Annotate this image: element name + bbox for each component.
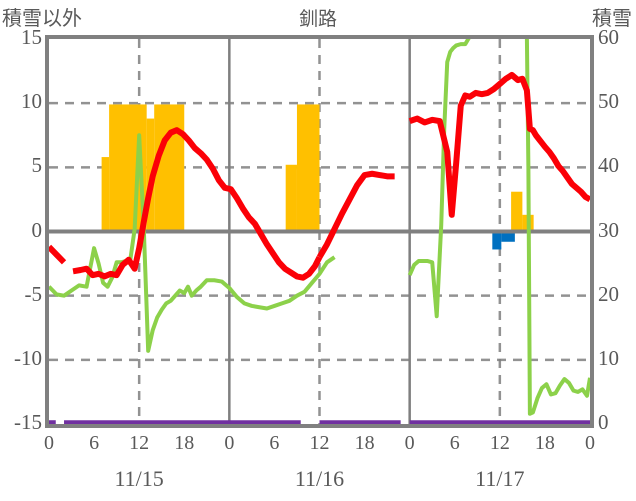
- x-tick-label: 6: [449, 432, 460, 454]
- x-tick-label: 0: [585, 432, 595, 454]
- right-tick-label: 40: [598, 153, 619, 178]
- x-tick-label: 12: [129, 432, 150, 454]
- left-tick-label: -5: [24, 281, 43, 306]
- x-tick-label: 0: [224, 432, 235, 454]
- green-line: [49, 133, 336, 353]
- x-tick-label: 6: [89, 432, 100, 454]
- red-line: [316, 170, 395, 259]
- right-tick-label: 10: [598, 345, 619, 370]
- precipitation-bar: [511, 191, 523, 232]
- precipitation-bar: [285, 164, 297, 232]
- precipitation-bar: [154, 104, 185, 232]
- page-title: 釧路: [298, 8, 337, 30]
- x-tick-label: 12: [309, 432, 330, 454]
- left-tick-label: 10: [21, 89, 42, 114]
- x-tick-label: 12: [489, 432, 510, 454]
- x-tick-label: 6: [269, 432, 280, 454]
- x-tick-label: 18: [354, 432, 375, 454]
- left-tick-label: -10: [14, 345, 42, 370]
- x-tick-label: 0: [404, 432, 415, 454]
- right-tick-label: 20: [598, 281, 619, 306]
- left-axis-title: 積雪以外: [2, 6, 82, 30]
- precipitation-bar: [296, 104, 320, 232]
- green-line: [524, 39, 590, 416]
- left-tick-label: 5: [31, 153, 43, 178]
- snow-bar: [501, 231, 515, 242]
- x-tick-label: 0: [44, 432, 54, 454]
- red-line: [408, 71, 590, 218]
- x-day-label: 11/16: [294, 466, 345, 491]
- plot-inner: [49, 39, 590, 424]
- left-tick-label: -15: [14, 410, 42, 434]
- snow-bar: [492, 231, 502, 250]
- precipitation-bar: [101, 157, 110, 232]
- x-day-label: 11/15: [114, 466, 164, 491]
- chart-canvas: [49, 39, 590, 424]
- right-tick-label: 30: [598, 217, 619, 242]
- x-day-label: 11/17: [475, 466, 525, 491]
- right-tick-label: 0: [598, 410, 609, 434]
- right-axis-title: 積雪: [592, 6, 632, 30]
- x-tick-label: 18: [174, 432, 195, 454]
- green-line: [407, 39, 471, 319]
- left-tick-label: 0: [31, 217, 43, 242]
- right-tick-label: 60: [598, 25, 619, 49]
- right-tick-label: 50: [598, 89, 619, 114]
- red-line: [49, 244, 67, 265]
- left-tick-label: 15: [21, 25, 42, 49]
- red-line: [72, 127, 323, 281]
- plot-area: [45, 35, 594, 428]
- x-tick-label: 18: [534, 432, 555, 454]
